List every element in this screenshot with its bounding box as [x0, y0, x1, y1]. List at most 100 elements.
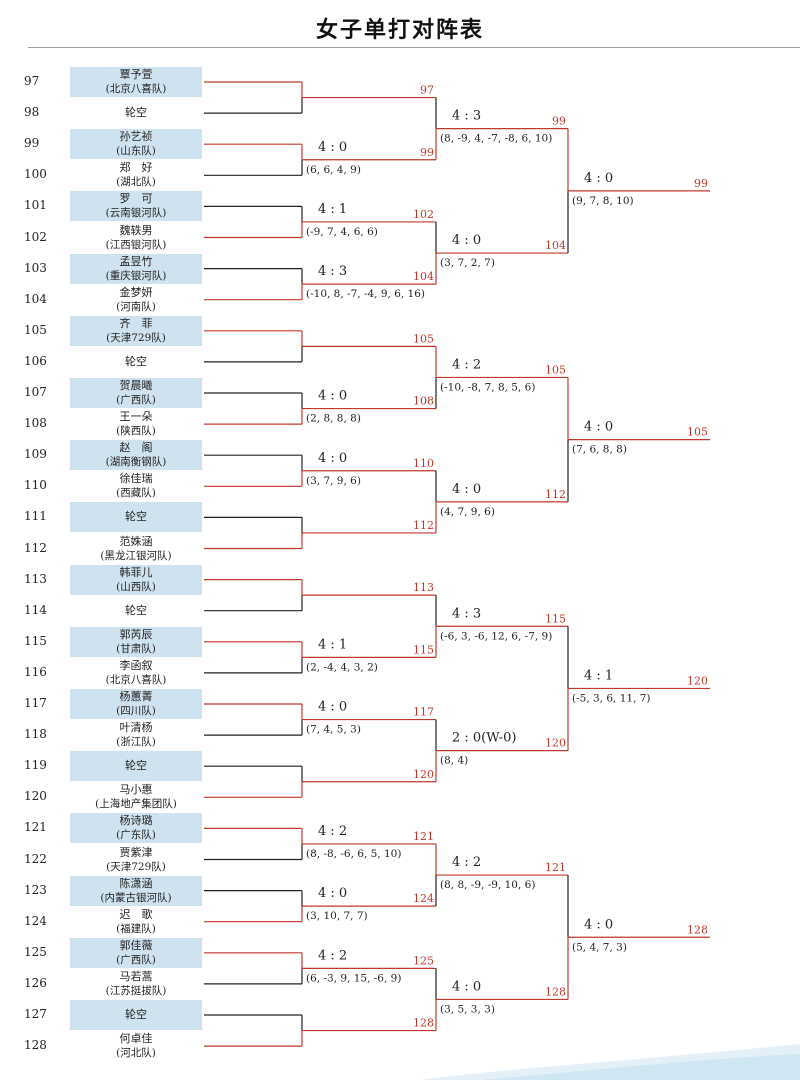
player-entry: 李函叙 (北京八喜队)	[70, 658, 202, 688]
winner-seed: 112	[545, 488, 566, 501]
match-score: 4 : 1	[584, 668, 613, 683]
player-team: (江苏挺拔队)	[105, 984, 167, 997]
game-scores: (4, 7, 9, 6)	[440, 506, 495, 518]
seed-number: 119	[24, 758, 47, 773]
player-name: 金梦妍	[119, 285, 153, 299]
player-team: (山东队)	[116, 145, 156, 158]
player-team: (天津729队)	[106, 331, 166, 344]
player-team: (湖北队)	[116, 176, 156, 189]
player-name: 叶清杨	[119, 721, 153, 735]
winner-seed: 128	[413, 1017, 434, 1030]
match-score: 4 : 3	[452, 606, 481, 621]
player-entry: 轮空	[70, 98, 202, 128]
winner-seed: 128	[687, 923, 708, 936]
player-name: 贺晨曦	[119, 379, 153, 392]
game-scores: (3, 10, 7, 7)	[306, 910, 368, 922]
seed-number: 102	[24, 229, 47, 244]
player-entry: 郭佳薇 (广西队)	[70, 937, 202, 968]
match-score: 4 : 0	[452, 979, 481, 994]
player-entry: 轮空	[70, 347, 202, 377]
player-name: 马小惠	[119, 783, 153, 797]
player-entry: 韩菲儿 (山西队)	[70, 564, 202, 595]
player-team: (山西队)	[116, 580, 156, 593]
player-team: (内蒙古银河队)	[100, 891, 172, 904]
match-score: 4 : 1	[318, 637, 347, 652]
player-name: 赵 阁	[119, 441, 153, 455]
seed-number: 111	[24, 509, 47, 524]
game-scores: (5, 4, 7, 3)	[572, 941, 627, 953]
player-team: (黑龙江银河队)	[100, 549, 172, 562]
title-divider	[28, 47, 800, 48]
game-scores: (-5, 3, 6, 11, 7)	[572, 692, 651, 704]
player-entry: 迟 歌 (福建队)	[70, 907, 202, 937]
winner-seed: 105	[545, 363, 566, 376]
seed-number: 103	[24, 260, 47, 275]
player-entry: 贾紫津 (天津729队)	[70, 845, 202, 875]
seed-number: 112	[24, 540, 47, 555]
player-entry: 金梦妍 (河南队)	[70, 285, 202, 315]
player-entry: 范姝涵 (黑龙江银河队)	[70, 534, 202, 564]
seed-number: 99	[24, 136, 40, 151]
seed-number: 118	[24, 727, 47, 742]
seed-number: 126	[24, 975, 47, 990]
game-scores: (2, 8, 8, 8)	[306, 413, 361, 425]
game-scores: (8, -8, -6, 6, 5, 10)	[306, 848, 401, 860]
match-score: 4 : 2	[318, 948, 347, 963]
winner-seed: 120	[413, 768, 434, 781]
match-score: 4 : 0	[318, 389, 347, 404]
player-entry: 赵 阁 (湖南衡钢队)	[70, 440, 202, 471]
seed-number: 128	[24, 1038, 47, 1053]
player-name: 罗 可	[119, 192, 153, 206]
player-entry: 叶清杨 (浙江队)	[70, 720, 202, 750]
winner-seed: 110	[413, 457, 434, 470]
winner-seed: 99	[420, 146, 434, 159]
seed-number: 120	[24, 789, 47, 804]
player-entry: 杨诗璐 (广东队)	[70, 813, 202, 844]
player-team: (江西银河队)	[105, 238, 167, 251]
winner-seed: 125	[413, 954, 434, 967]
player-entry: 徐佳瑞 (西藏队)	[70, 471, 202, 501]
seed-number: 109	[24, 447, 47, 462]
winner-seed: 99	[694, 177, 708, 190]
player-entry: 轮空	[70, 596, 202, 626]
game-scores: (7, 6, 8, 8)	[572, 444, 627, 456]
player-entry: 齐 菲 (天津729队)	[70, 315, 202, 346]
player-name: 贾紫津	[119, 845, 153, 859]
game-scores: (6, 6, 4, 9)	[306, 164, 361, 176]
seed-number: 121	[24, 820, 47, 835]
match-score: 4 : 0	[584, 917, 613, 932]
game-scores: (7, 4, 5, 3)	[306, 724, 361, 736]
player-team: (北京八喜队)	[105, 83, 167, 95]
seed-number: 114	[24, 602, 47, 617]
player-entry: 马小惠 (上海地产集团队)	[70, 782, 202, 812]
player-name: 杨蕙菁	[119, 690, 153, 703]
seed-number: 122	[24, 851, 47, 866]
player-name: 郑 好	[119, 161, 153, 175]
player-name: 韩菲儿	[119, 565, 153, 579]
seed-number: 100	[24, 167, 47, 182]
player-entry: 何卓佳 (河北队)	[70, 1031, 202, 1061]
player-name: 何卓佳	[119, 1032, 153, 1046]
seed-number: 117	[24, 696, 47, 710]
seed-number: 113	[24, 571, 47, 586]
page-title: 女子单打对阵表	[315, 18, 484, 43]
seed-number: 101	[24, 198, 47, 213]
match-score: 4 : 2	[452, 855, 481, 870]
player-entry: 轮空	[70, 502, 202, 533]
player-entry: 王一朵 (陕西队)	[70, 409, 202, 439]
player-team: (西藏队)	[116, 487, 156, 500]
player-entry: 郭芮辰 (甘肃队)	[70, 626, 202, 657]
seed-number: 97	[24, 74, 40, 88]
player-name: 轮空	[125, 510, 147, 524]
match-score: 4 : 2	[318, 824, 347, 839]
player-name: 齐 菲	[119, 316, 153, 330]
player-name: 杨诗璐	[119, 814, 153, 828]
game-scores: (-6, 3, -6, 12, 6, -7, 9)	[440, 630, 552, 642]
game-scores: (-9, 7, 4, 6, 6)	[306, 226, 378, 238]
player-team: (广西队)	[116, 394, 156, 406]
player-entry: 马若蒿 (江苏挺拔队)	[70, 969, 202, 999]
player-team: (广东队)	[116, 829, 156, 842]
match-score: 4 : 1	[318, 202, 347, 217]
player-team: (河北队)	[116, 1047, 156, 1060]
